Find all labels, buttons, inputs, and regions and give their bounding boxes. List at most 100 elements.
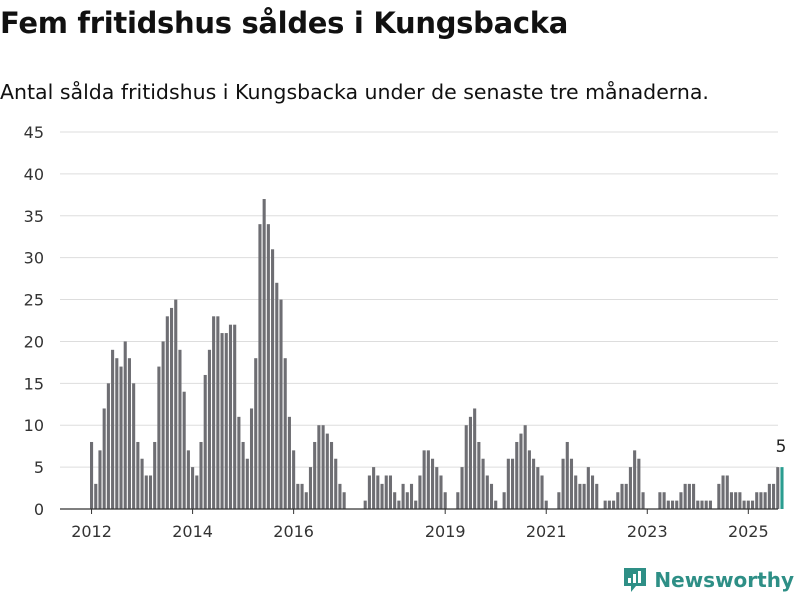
- y-tick-label: 40: [24, 165, 44, 184]
- bar: [456, 492, 460, 509]
- y-tick-label: 10: [24, 416, 44, 435]
- x-tick-label: 2014: [172, 522, 213, 541]
- bar: [111, 349, 115, 509]
- bar: [590, 475, 595, 509]
- bar: [334, 458, 338, 509]
- bar: [473, 408, 477, 509]
- bar: [586, 467, 590, 509]
- bar: [418, 475, 422, 509]
- bar: [717, 483, 721, 509]
- bar: [132, 383, 136, 509]
- bar: [578, 483, 582, 509]
- bar: [464, 425, 468, 509]
- bar: [489, 483, 494, 509]
- bar: [494, 500, 498, 509]
- bar: [540, 475, 544, 509]
- bar: [148, 475, 153, 509]
- bar: [317, 425, 321, 509]
- bar: [435, 467, 439, 509]
- bar: [670, 500, 675, 509]
- y-axis-ticks: 0 5 10 15 20 25 30 35 40 45: [24, 123, 44, 519]
- bar: [207, 349, 211, 509]
- bar: [506, 458, 510, 509]
- bar: [612, 500, 616, 509]
- y-tick-label: 15: [24, 374, 44, 393]
- bar: [287, 416, 291, 509]
- bar: [536, 467, 540, 509]
- bar: [203, 374, 207, 509]
- bar: [405, 492, 409, 509]
- bar: [321, 425, 325, 509]
- bar: [700, 500, 704, 509]
- bar: [271, 249, 275, 510]
- bar: [102, 408, 106, 509]
- bar: [304, 492, 308, 509]
- bar: [338, 483, 342, 509]
- bar: [329, 441, 334, 509]
- bar: [527, 450, 531, 509]
- bar: [241, 441, 245, 509]
- y-tick-label: 0: [34, 500, 44, 519]
- bar: [106, 383, 110, 509]
- y-tick-label: 25: [24, 291, 44, 310]
- bar: [683, 483, 687, 509]
- bar: [212, 316, 216, 509]
- bar: [742, 500, 746, 509]
- bar: [94, 483, 98, 509]
- bar: [658, 492, 662, 509]
- bar: [199, 441, 203, 509]
- chart-logo-icon: [624, 568, 647, 592]
- bar: [123, 341, 127, 509]
- bar: [292, 450, 296, 509]
- bar: [750, 500, 755, 509]
- bar: [397, 500, 401, 509]
- bar: [195, 475, 199, 509]
- bar: [582, 483, 586, 509]
- bar: [178, 349, 182, 509]
- bar: [216, 316, 220, 509]
- x-tick-label: 2019: [425, 522, 466, 541]
- bar: [136, 441, 140, 509]
- bar: [692, 483, 696, 509]
- bar: [342, 492, 346, 509]
- bar: [468, 416, 472, 509]
- bar-latest: [780, 467, 784, 509]
- bar: [422, 450, 426, 509]
- bar: [708, 500, 712, 509]
- bar: [144, 475, 148, 509]
- bar: [721, 475, 725, 509]
- latest-value-label: 5: [776, 437, 787, 457]
- bar: [620, 483, 624, 509]
- bar: [637, 458, 641, 509]
- bar: [755, 492, 759, 509]
- bar: [759, 492, 763, 509]
- bar: [696, 500, 700, 509]
- bar: [519, 433, 523, 509]
- bar: [439, 475, 443, 509]
- bar: [279, 299, 283, 509]
- bar: [734, 492, 738, 509]
- bar: [380, 483, 384, 509]
- brand-name: Newsworthy: [654, 568, 794, 592]
- bar: [384, 475, 388, 509]
- bar: [523, 425, 527, 509]
- bar: [249, 408, 254, 509]
- chart-subtitle: Antal sålda fritidshus i Kungsbacka unde…: [0, 80, 709, 104]
- bar: [140, 458, 144, 509]
- bar: [161, 341, 165, 509]
- bar: [262, 199, 266, 509]
- bar: [481, 458, 485, 509]
- bar: [414, 500, 418, 509]
- x-tick-label: 2016: [273, 522, 314, 541]
- bar: [233, 324, 237, 509]
- bar: [393, 492, 397, 509]
- bar: [186, 450, 190, 509]
- bar: [388, 475, 393, 509]
- bar: [426, 450, 430, 509]
- x-tick-label: 2012: [71, 522, 112, 541]
- bar: [182, 391, 186, 509]
- bar: [574, 475, 578, 509]
- bar: [595, 483, 599, 509]
- bar: [237, 416, 241, 509]
